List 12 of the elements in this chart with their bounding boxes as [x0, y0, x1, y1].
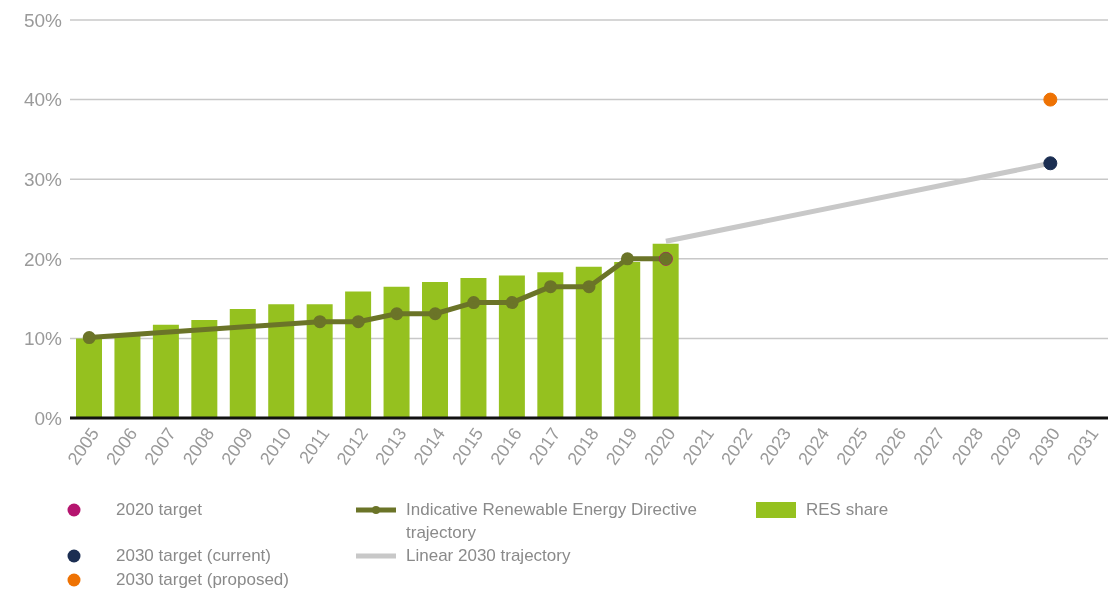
- y-tick-label: 10%: [23, 328, 63, 350]
- legend-label: Indicative Renewable Energy Directive trajectory: [406, 499, 699, 544]
- legend-label: RES share: [806, 499, 889, 521]
- legend-label: Linear 2030 trajectory: [406, 545, 571, 567]
- legend-label: 2020 target: [116, 499, 203, 521]
- y-tick-label: 20%: [23, 248, 63, 270]
- legend-label: 2030 target (current): [116, 545, 271, 567]
- y-tick-label: 0%: [34, 407, 63, 429]
- y-tick-label: 30%: [23, 168, 63, 190]
- legend-label: 2030 target (proposed): [116, 569, 289, 591]
- y-tick-label: 40%: [23, 89, 63, 111]
- y-tick-label: 50%: [23, 9, 63, 31]
